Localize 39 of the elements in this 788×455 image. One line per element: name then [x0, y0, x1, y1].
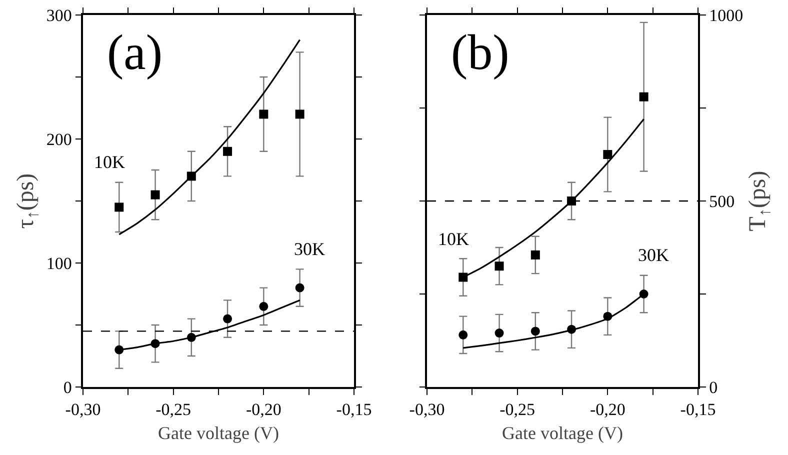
- point: [223, 314, 232, 324]
- point: [494, 262, 504, 271]
- y-tick-label: 300: [46, 6, 72, 25]
- point: [639, 92, 648, 102]
- point: [295, 283, 304, 292]
- x-tick-label: -0,15: [680, 400, 716, 420]
- y2-tick-label: 1000: [709, 6, 744, 25]
- x-axis-title: Gate voltage (V): [502, 422, 623, 443]
- series-label: 30K: [638, 245, 669, 265]
- point: [530, 326, 540, 336]
- y2-tick-label: 0: [709, 378, 718, 397]
- point: [150, 190, 160, 200]
- y-tick-label: 0: [63, 378, 72, 397]
- x-tick-label: -0,25: [156, 400, 192, 420]
- point: [494, 328, 504, 338]
- point: [530, 250, 540, 260]
- point: [114, 202, 124, 212]
- x-axis-title: Gate voltage (V): [158, 422, 279, 443]
- chart-title: (a): [107, 24, 162, 80]
- x-tick-label: -0,30: [409, 400, 445, 420]
- series-label: 10K: [438, 229, 469, 249]
- point: [259, 110, 268, 119]
- point: [223, 146, 232, 156]
- x-tick-label: -0,25: [500, 400, 536, 420]
- point: [259, 302, 268, 311]
- x-tick-label: -0,20: [246, 400, 282, 420]
- x-tick-label: -0,20: [590, 400, 626, 420]
- x-tick-label: -0,15: [336, 400, 372, 420]
- point: [458, 272, 468, 282]
- y2-tick-label: 500: [709, 192, 735, 211]
- y-tick-label: 200: [46, 130, 72, 149]
- point: [603, 150, 612, 159]
- point: [458, 330, 468, 340]
- series-label: 10K: [94, 152, 125, 172]
- x-tick-label: -0,30: [65, 400, 101, 420]
- series-label: 30K: [294, 239, 325, 259]
- y-tick-label: 100: [46, 254, 72, 273]
- point: [295, 110, 304, 119]
- chart-title: (b): [451, 24, 510, 80]
